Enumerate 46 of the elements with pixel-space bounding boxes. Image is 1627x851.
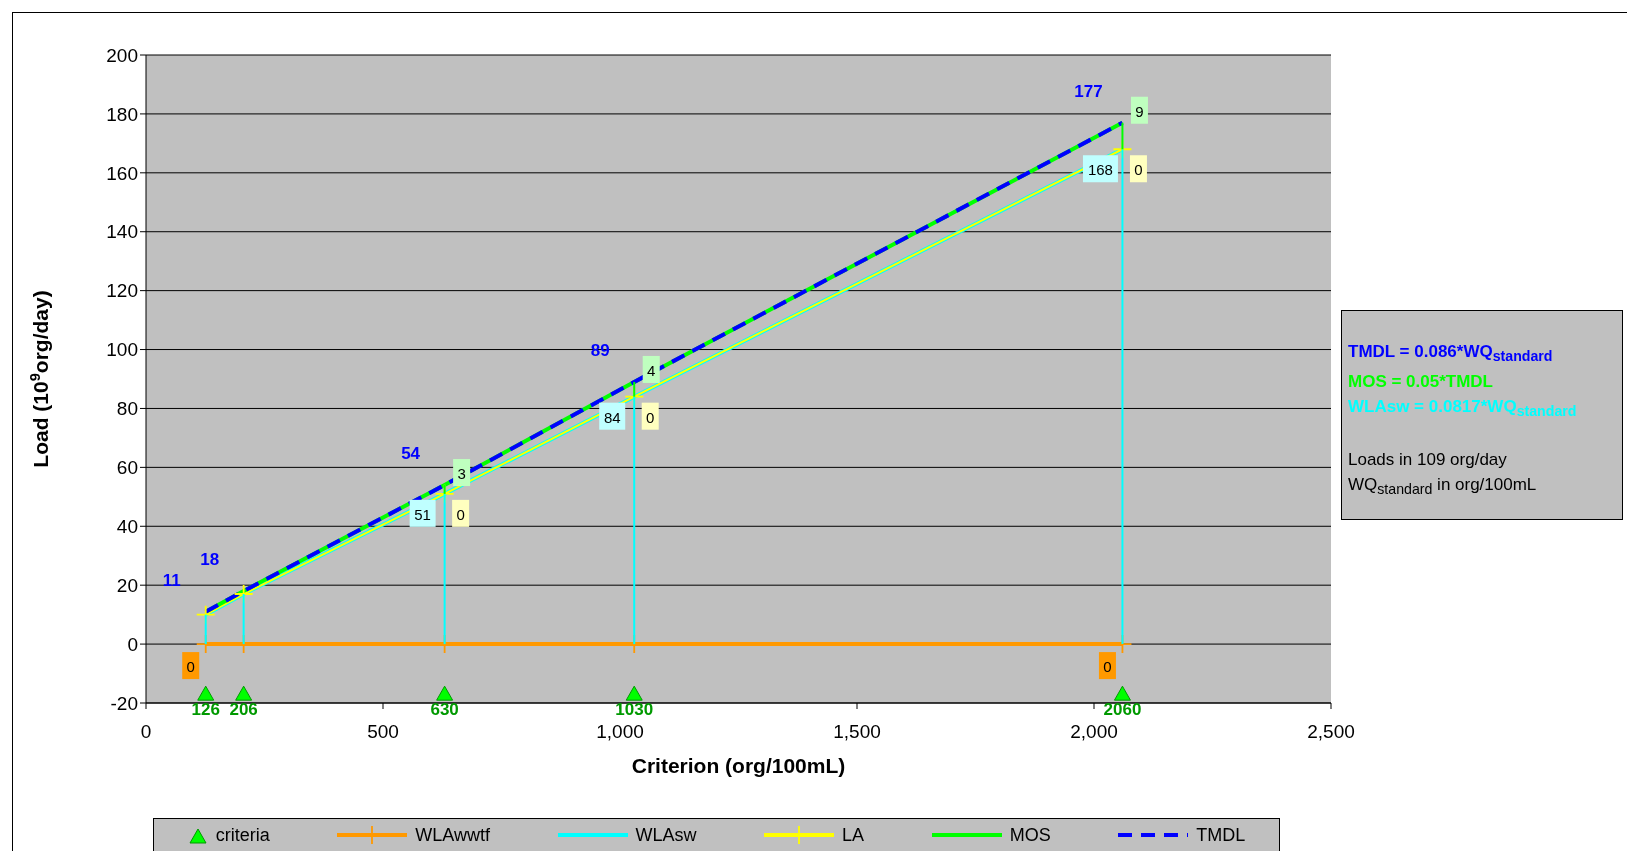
x-tick-label: 1,500 [833,721,881,743]
data-label: 168 [1087,161,1113,179]
formula-box: TMDL = 0.086*WQ$_{standard}$ MOS = 0.05*TMDL WLAsw = 0.0817*WQ$_{standard}$ Loads in 109 org/day WQ$_{standard}$ in org/100mL [1341,310,1623,520]
data-label: 0 [1103,658,1112,676]
y-tick-label: 0 [127,633,138,655]
data-label: 18 [200,550,220,570]
y-tick-label: 140 [106,221,138,243]
x-tick-label: 500 [367,721,399,743]
y-tick-label: -20 [110,692,138,714]
y-tick-label: 180 [106,103,138,125]
annotation: 206 [229,700,258,720]
x-tick-label: 1,000 [596,721,644,743]
annotation: 0 [456,505,465,523]
legend-label: MOS [1009,824,1051,846]
y-tick-label: 20 [116,574,138,596]
annotation: 630 [430,700,459,720]
data-label: 54 [401,444,421,464]
annotation: 1030 [615,700,654,720]
data-label: 84 [603,408,621,426]
y-tick-label: 160 [106,162,138,184]
legend-label: LA [842,824,865,846]
legend-label: WLAwwtf [415,824,490,846]
annotation: 9 [1135,102,1144,120]
y-tick-label: 60 [116,457,138,479]
legend-label: criteria [215,824,270,846]
data-label: 11 [162,570,181,590]
x-tick-label: 0 [140,721,152,743]
data-label: 51 [414,505,431,523]
y-tick-label: 120 [106,280,138,302]
x-tick-label: 2,000 [1070,721,1118,743]
legend-label: TMDL [1196,824,1246,846]
data-label: 177 [1074,81,1103,101]
legend-label: WLAsw [635,824,697,846]
annotation: 3 [457,465,466,483]
annotation: 0 [1134,161,1143,179]
annotation: 0 [646,408,655,426]
x-tick-label: 2,500 [1307,721,1355,743]
y-tick-label: 200 [106,44,138,66]
data-label: 0 [186,658,195,676]
y-tick-label: 40 [116,516,138,538]
y-tick-label: 80 [116,398,138,420]
annotation: 4 [647,361,656,379]
x-axis-title: Criterion (org/100mL) [631,754,846,777]
y-tick-label: 100 [106,339,138,361]
annotation: 2060 [1103,700,1142,720]
annotation: 126 [191,700,220,720]
